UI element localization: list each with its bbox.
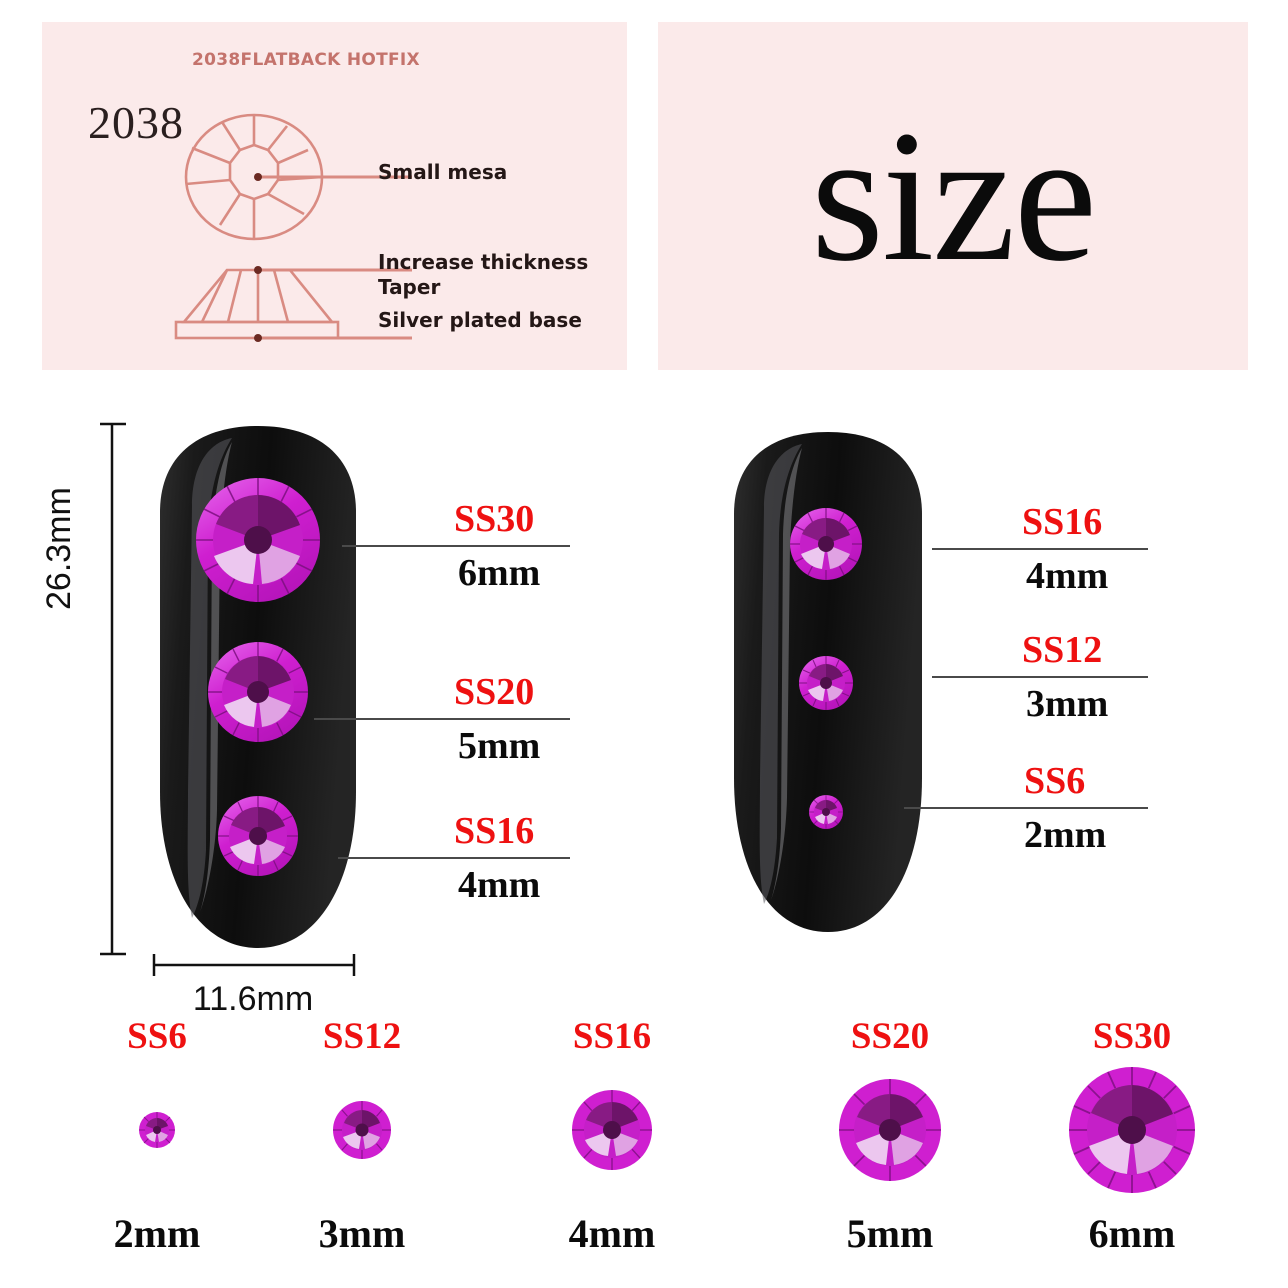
gem-top-inner-table xyxy=(228,143,280,201)
size-cell-ss-label: SS30 xyxy=(1092,1016,1172,1057)
size-cell-mm-label: 5mm xyxy=(846,1211,934,1256)
flatback-diagram-panel xyxy=(42,22,627,370)
callout-mm-label: 4mm xyxy=(458,864,541,906)
callout-ss-label: SS12 xyxy=(1022,629,1103,671)
size-cell-ss-label: SS12 xyxy=(322,1016,402,1057)
gem-ss30-icon xyxy=(1069,1067,1195,1193)
nail-left-gem-ss20 xyxy=(208,642,308,742)
size-cell-ss-label: SS6 xyxy=(127,1016,187,1057)
callout-line xyxy=(342,545,570,547)
size-cell-ss6: SS6 2mm xyxy=(57,1018,257,1280)
label-small-mesa: Small mesa xyxy=(378,160,508,184)
nail-right-gem-ss16 xyxy=(790,508,862,580)
height-dimension-line xyxy=(100,422,126,956)
size-cell-gem xyxy=(512,1070,712,1190)
callout-line xyxy=(904,807,1148,809)
nail-right-gem-ss6 xyxy=(809,795,843,829)
product-code-2038: 2038 xyxy=(88,97,184,148)
callout-mm-label: 2mm xyxy=(1024,814,1107,856)
width-dimension-label: 11.6mm xyxy=(192,980,314,1018)
size-cell-ss-label: SS16 xyxy=(572,1016,652,1057)
callout-line xyxy=(314,718,570,720)
callout-ss-label: SS6 xyxy=(1024,760,1086,802)
label-increase-thickness: Increase thickness xyxy=(378,250,589,274)
label-taper: Taper xyxy=(378,275,441,299)
size-cell-gem xyxy=(790,1070,990,1190)
size-cell-ss12: SS12 3mm xyxy=(262,1018,462,1280)
height-dimension-label: 26.3mm xyxy=(40,487,78,610)
nail-left-gem-ss16 xyxy=(218,796,298,876)
nail-left xyxy=(160,426,356,948)
label-silver-plated-base: Silver plated base xyxy=(378,308,582,332)
gem-side-facet-lines xyxy=(200,269,290,323)
nail-right-highlight xyxy=(759,444,802,904)
gem-ss20-icon xyxy=(839,1079,941,1181)
leader-lines xyxy=(258,175,412,340)
callout-mm-label: 6mm xyxy=(458,552,541,594)
gem-ss12-icon xyxy=(333,1101,391,1159)
size-cell-ss-label: SS20 xyxy=(850,1016,930,1057)
size-cell-ss30: SS30 xyxy=(1032,1018,1232,1280)
size-cell-mm-label: 6mm xyxy=(1088,1211,1176,1256)
callout-mm-label: 3mm xyxy=(1026,683,1109,725)
callout-ss-label: SS16 xyxy=(454,810,535,852)
nail-right-highlight-edge xyxy=(771,448,802,900)
callout-mm-label: 5mm xyxy=(458,725,541,767)
size-word-panel xyxy=(658,22,1248,370)
gem-ss6-icon xyxy=(139,1112,175,1148)
size-comparison-row: SS6 2mm xyxy=(0,1018,1288,1280)
size-cell-gem xyxy=(262,1070,462,1190)
callout-ss-label: SS30 xyxy=(454,498,535,540)
callout-ss-label: SS16 xyxy=(1022,501,1103,543)
width-dimension-line xyxy=(152,954,356,976)
size-cell-mm-label: 4mm xyxy=(568,1211,656,1256)
size-cell-ss16: SS16 4mm xyxy=(512,1018,712,1280)
leader-dots xyxy=(254,173,262,342)
nail-right xyxy=(734,432,922,932)
callout-line xyxy=(338,857,570,859)
callout-ss-label: SS20 xyxy=(454,671,535,713)
gem-ss16-icon xyxy=(572,1090,652,1170)
size-cell-mm-label: 2mm xyxy=(113,1211,201,1256)
flatback-panel-title: 2038FLATBACK HOTFIX xyxy=(192,50,420,70)
flatback-structure-diagram xyxy=(174,113,412,342)
size-cell-mm-label: 3mm xyxy=(318,1211,406,1256)
callout-line xyxy=(932,676,1148,678)
size-cell-ss20: SS20 5mm xyxy=(790,1018,990,1280)
callout-line xyxy=(932,548,1148,550)
size-heading: size xyxy=(810,91,1097,301)
nail-left-gem-ss30 xyxy=(196,478,320,602)
size-cell-gem xyxy=(1032,1067,1232,1193)
callout-mm-label: 4mm xyxy=(1026,555,1109,597)
nail-right-gem-ss12 xyxy=(799,656,853,710)
size-cell-gem xyxy=(57,1070,257,1190)
